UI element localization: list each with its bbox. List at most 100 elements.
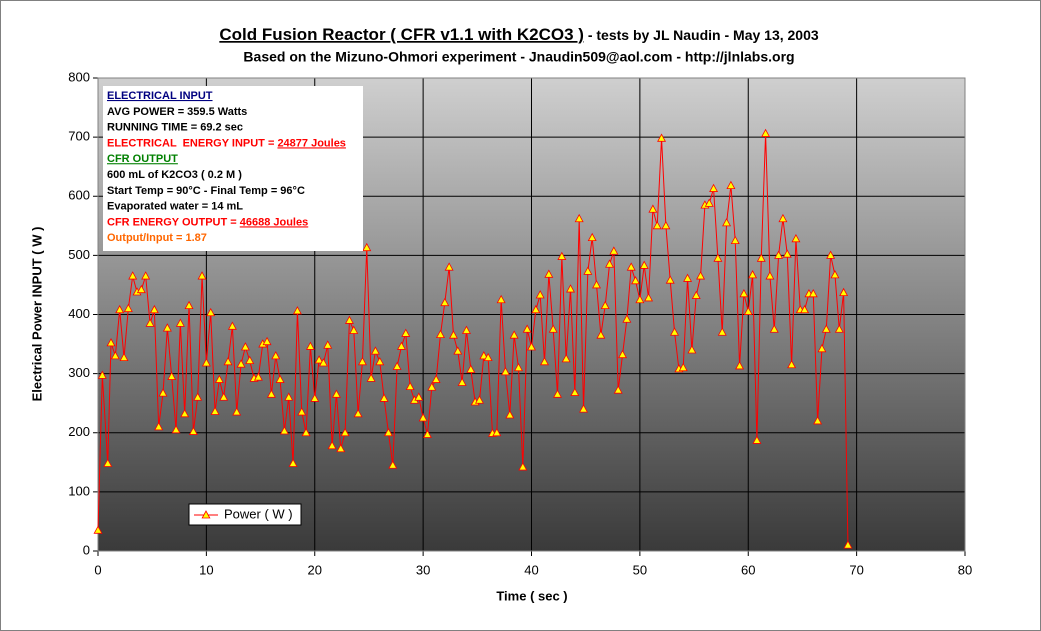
data-point xyxy=(145,318,155,327)
data-point xyxy=(106,338,116,347)
data-point xyxy=(713,253,723,262)
y-tick-label: 200 xyxy=(68,424,90,439)
data-point xyxy=(600,300,610,310)
annotation-line: Output/Input = 1.87 xyxy=(107,232,207,244)
annotation-text: Start Temp = 90°C - Final Temp = 96°C xyxy=(107,185,305,197)
data-point xyxy=(401,328,411,337)
data-point xyxy=(800,304,810,314)
data-point xyxy=(496,294,506,304)
y-tick-label: 700 xyxy=(68,129,90,144)
data-point xyxy=(531,304,541,314)
data-point xyxy=(678,362,688,372)
data-point xyxy=(453,346,463,355)
data-point xyxy=(518,462,528,471)
data-point xyxy=(665,275,675,284)
data-point xyxy=(479,351,489,360)
annotation-line: ELECTRICAL ENERGY INPUT = 24877 Joules xyxy=(107,137,346,149)
data-point xyxy=(631,275,641,285)
data-point xyxy=(670,327,680,336)
data-point xyxy=(501,367,510,376)
data-point xyxy=(457,377,467,386)
data-point xyxy=(214,374,224,383)
data-point xyxy=(752,435,762,444)
data-point xyxy=(544,269,554,278)
data-point xyxy=(492,427,502,437)
data-point xyxy=(392,361,402,370)
data-point xyxy=(327,440,337,450)
data-point xyxy=(349,325,359,334)
data-point xyxy=(722,218,732,227)
x-tick-label: 20 xyxy=(308,562,322,577)
data-point xyxy=(253,372,263,381)
y-tick-label: 600 xyxy=(68,188,90,203)
annotation-line: CFR ENERGY OUTPUT = 46688 Joules xyxy=(107,216,308,228)
data-point xyxy=(405,381,415,391)
data-point xyxy=(652,220,662,230)
x-tick-label: 40 xyxy=(524,562,538,577)
data-point xyxy=(297,407,307,416)
title-suffix: - tests by JL Naudin - May 13, 2003 xyxy=(584,27,819,43)
data-point xyxy=(466,364,476,373)
annotation-line: AVG POWER = 359.5 Watts xyxy=(107,106,247,118)
data-point xyxy=(644,293,654,302)
data-point xyxy=(310,393,320,402)
data-point xyxy=(375,356,385,366)
data-point xyxy=(414,392,424,401)
data-point xyxy=(227,321,237,330)
data-point xyxy=(609,246,619,255)
data-point xyxy=(201,358,211,367)
info-box xyxy=(103,86,363,251)
data-point xyxy=(761,128,771,137)
data-point xyxy=(535,290,545,299)
data-point xyxy=(813,416,823,425)
data-point xyxy=(370,346,380,355)
data-point xyxy=(301,427,311,437)
data-point xyxy=(574,213,584,223)
data-point xyxy=(279,426,289,435)
legend-label: Power ( W ) xyxy=(224,506,293,521)
data-point xyxy=(626,262,636,271)
data-point xyxy=(444,262,454,271)
data-point xyxy=(197,271,207,280)
data-point xyxy=(362,242,372,252)
y-tick-label: 800 xyxy=(68,69,90,84)
annotation-line: RUNNING TIME = 69.2 sec xyxy=(107,122,243,134)
data-point xyxy=(739,288,749,298)
data-point xyxy=(717,327,727,336)
y-axis-label: Electrical Power INPUT ( W ) xyxy=(29,227,44,402)
data-point xyxy=(266,389,276,398)
data-point xyxy=(232,407,242,416)
data-point xyxy=(691,290,701,299)
data-point xyxy=(687,345,697,354)
data-point xyxy=(596,330,606,339)
data-point xyxy=(553,389,562,398)
data-point xyxy=(808,288,818,298)
data-point xyxy=(834,324,844,333)
data-point xyxy=(427,382,437,391)
data-point xyxy=(527,342,536,351)
data-point xyxy=(826,250,836,259)
annotation-text: CFR OUTPUT xyxy=(107,153,178,165)
data-point xyxy=(353,408,363,418)
data-point xyxy=(219,392,229,401)
data-point xyxy=(158,388,168,397)
data-point xyxy=(210,406,220,415)
data-point xyxy=(305,341,315,350)
data-point xyxy=(522,324,532,333)
data-point xyxy=(180,408,190,418)
data-point xyxy=(704,198,714,207)
data-point xyxy=(791,233,801,243)
x-tick-label: 10 xyxy=(199,562,213,577)
legend-marker xyxy=(201,510,211,519)
data-point xyxy=(422,429,432,438)
y-tick-label: 100 xyxy=(68,483,90,498)
data-point xyxy=(787,359,797,369)
data-point xyxy=(206,307,216,317)
data-point xyxy=(223,356,233,366)
data-point xyxy=(448,330,458,339)
data-point xyxy=(514,362,523,372)
data-point xyxy=(188,426,198,435)
data-point xyxy=(483,352,493,362)
data-point xyxy=(696,271,706,280)
